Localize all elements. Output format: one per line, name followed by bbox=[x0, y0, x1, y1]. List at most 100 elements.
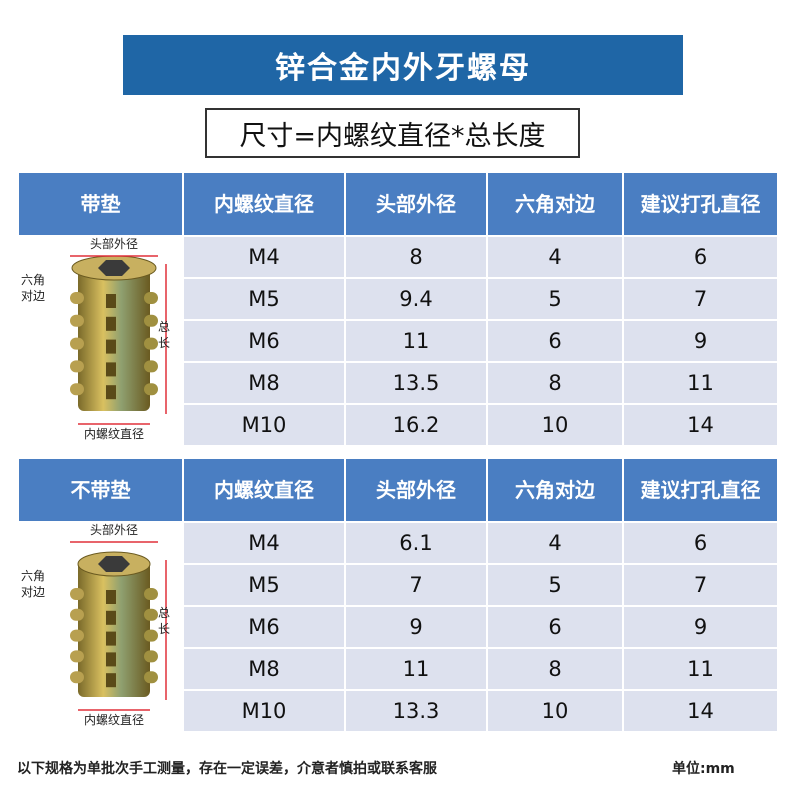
column-header: 内螺纹直径 bbox=[183, 458, 345, 522]
label-line: 总 bbox=[158, 320, 170, 334]
table-cell: 13.5 bbox=[345, 362, 487, 404]
table-cell: 13.3 bbox=[345, 690, 487, 732]
thread-ridge bbox=[144, 292, 158, 304]
diagram-label: 六角对边 bbox=[21, 569, 45, 599]
thread-ridge bbox=[144, 588, 158, 600]
table-cell: M4 bbox=[183, 522, 345, 564]
table-cell: M4 bbox=[183, 236, 345, 278]
column-header: 内螺纹直径 bbox=[183, 172, 345, 236]
diagram-label: 总长 bbox=[158, 606, 170, 636]
diagram-label: 头部外径 bbox=[90, 522, 138, 537]
thread-ridge bbox=[70, 383, 84, 396]
slot bbox=[106, 590, 116, 604]
thread-ridge bbox=[144, 650, 158, 663]
table-cell: 7 bbox=[623, 564, 778, 606]
thread-ridge bbox=[70, 608, 84, 621]
table-cell: M8 bbox=[183, 648, 345, 690]
diagram-label: 内螺纹直径 bbox=[84, 713, 144, 727]
thread-ridge bbox=[70, 588, 84, 600]
thread-ridge bbox=[144, 360, 158, 373]
table-cell: 6 bbox=[487, 320, 623, 362]
thread-ridge bbox=[70, 671, 84, 684]
thread-ridge bbox=[70, 314, 84, 327]
table-cell: M10 bbox=[183, 690, 345, 732]
column-header: 建议打孔直径 bbox=[623, 172, 778, 236]
table-cell: 9 bbox=[345, 606, 487, 648]
product-diagram: 头部外径六角对边总长内螺纹直径 bbox=[18, 522, 183, 732]
slot bbox=[106, 316, 116, 331]
thread-ridge bbox=[70, 650, 84, 663]
thread-ridge bbox=[144, 608, 158, 621]
slot bbox=[106, 673, 116, 688]
column-header: 头部外径 bbox=[345, 458, 487, 522]
table-cell: 6 bbox=[487, 606, 623, 648]
table-cell: 8 bbox=[345, 236, 487, 278]
table-cell: 11 bbox=[623, 362, 778, 404]
table-cell: 16.2 bbox=[345, 404, 487, 446]
footer-note: 以下规格为单批次手工测量，存在一定误差，介意者慎拍或联系客服 bbox=[17, 761, 437, 777]
table-cell: M5 bbox=[183, 564, 345, 606]
table-cell: 9.4 bbox=[345, 278, 487, 320]
table-cell: 5 bbox=[487, 564, 623, 606]
label-line: 长 bbox=[158, 336, 170, 350]
table-cell: 9 bbox=[623, 606, 778, 648]
slot bbox=[106, 294, 116, 308]
diagram-label: 总长 bbox=[158, 320, 170, 350]
table-cell: 14 bbox=[623, 404, 778, 446]
diagram-label: 内螺纹直径 bbox=[84, 427, 144, 441]
table-cell: 5 bbox=[487, 278, 623, 320]
column-header: 不带垫 bbox=[18, 458, 183, 522]
table-cell: 7 bbox=[623, 278, 778, 320]
thread-ridge bbox=[144, 383, 158, 396]
table-cell: 6.1 bbox=[345, 522, 487, 564]
slot bbox=[106, 631, 116, 646]
table-cell: M5 bbox=[183, 278, 345, 320]
table-cell: 8 bbox=[487, 362, 623, 404]
table-cell: 11 bbox=[345, 648, 487, 690]
slot bbox=[106, 652, 116, 667]
hex-hole bbox=[98, 556, 130, 572]
title: 锌合金内外牙螺母 bbox=[123, 35, 683, 95]
table-cell: 14 bbox=[623, 690, 778, 732]
slot bbox=[106, 385, 116, 400]
footer-unit: 单位:mm bbox=[672, 761, 735, 777]
table-cell: 9 bbox=[623, 320, 778, 362]
thread-ridge bbox=[144, 314, 158, 327]
thread-ridge bbox=[144, 337, 158, 350]
hex-hole bbox=[98, 260, 130, 276]
table-cell: 8 bbox=[487, 648, 623, 690]
thread-ridge bbox=[70, 337, 84, 350]
slot bbox=[106, 339, 116, 354]
diagram-label: 头部外径 bbox=[90, 236, 138, 251]
table-cell: 4 bbox=[487, 522, 623, 564]
column-header: 头部外径 bbox=[345, 172, 487, 236]
table-cell: 7 bbox=[345, 564, 487, 606]
label-line: 六角 bbox=[21, 569, 45, 583]
product-diagram: 头部外径六角对边总长内螺纹直径 bbox=[18, 236, 183, 446]
column-header: 建议打孔直径 bbox=[623, 458, 778, 522]
table-cell: M6 bbox=[183, 320, 345, 362]
thread-ridge bbox=[70, 629, 84, 642]
column-header: 六角对边 bbox=[487, 172, 623, 236]
column-header: 六角对边 bbox=[487, 458, 623, 522]
table-cell: M6 bbox=[183, 606, 345, 648]
nut-body bbox=[78, 560, 150, 697]
slot bbox=[106, 362, 116, 377]
table-cell: 11 bbox=[345, 320, 487, 362]
thread-ridge bbox=[70, 292, 84, 304]
thread-ridge bbox=[144, 671, 158, 684]
thread-ridge bbox=[144, 629, 158, 642]
diagram-label: 六角对边 bbox=[21, 273, 45, 303]
table-cell: 6 bbox=[623, 236, 778, 278]
table-cell: 10 bbox=[487, 404, 623, 446]
label-line: 对边 bbox=[21, 289, 45, 303]
label-line: 长 bbox=[158, 622, 170, 636]
label-line: 对边 bbox=[21, 585, 45, 599]
table-cell: 10 bbox=[487, 690, 623, 732]
table-cell: M8 bbox=[183, 362, 345, 404]
label-line: 总 bbox=[158, 606, 170, 620]
table-cell: 6 bbox=[623, 522, 778, 564]
nut-body bbox=[78, 264, 150, 411]
